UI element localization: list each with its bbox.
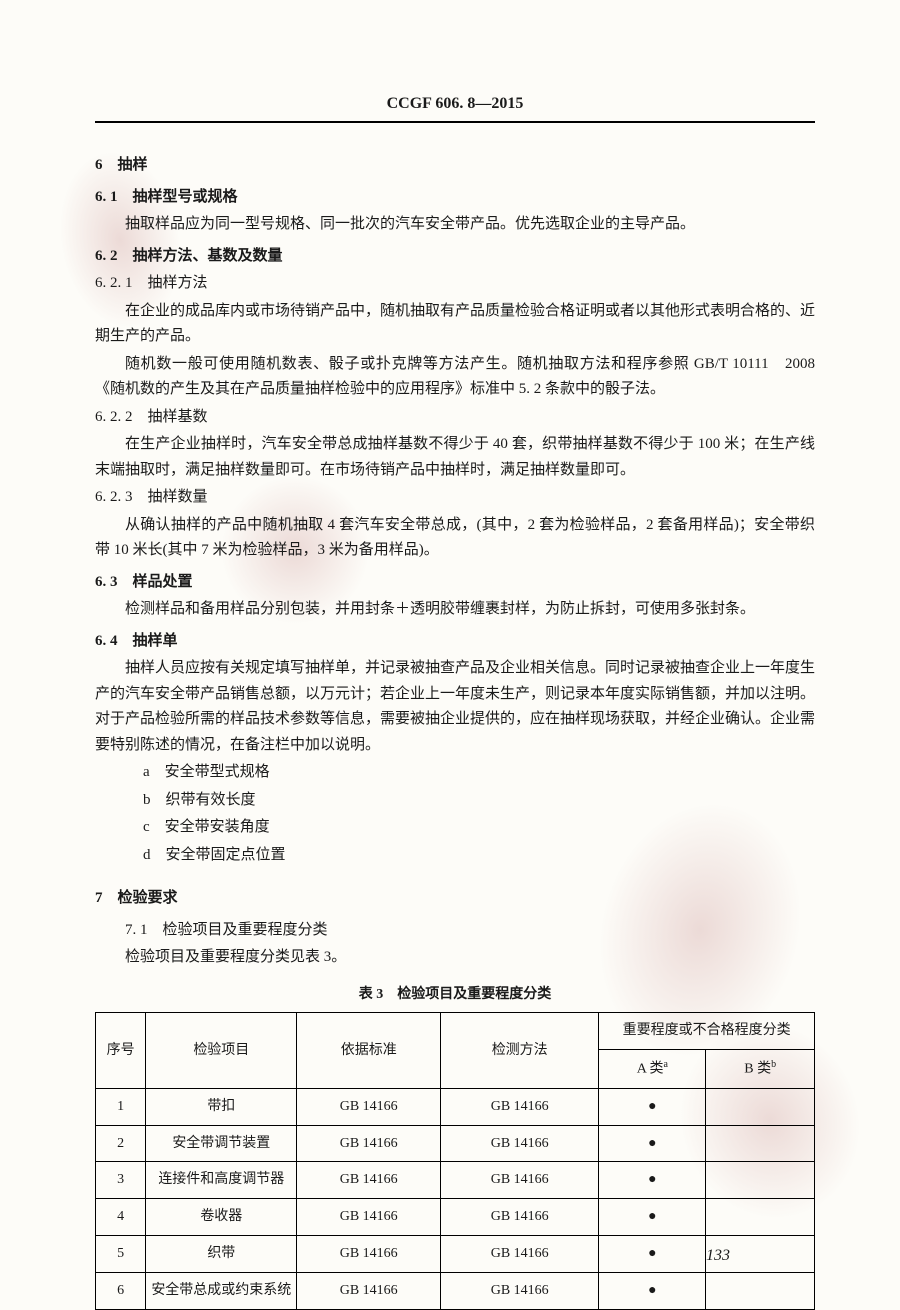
table-cell [706,1199,815,1236]
table-cell: GB 14166 [441,1199,599,1236]
section-6-title: 6 抽样 [95,153,815,179]
body-text: 随机数一般可使用随机数表、骰子或扑克牌等方法产生。随机抽取方法和程序参照 GB/… [95,352,815,403]
table-header-b: B 类b [706,1050,815,1088]
body-text: 检验项目及重要程度分类见表 3。 [95,945,815,971]
table-cell: GB 14166 [297,1272,441,1309]
table-cell: GB 14166 [441,1162,599,1199]
table-header: 检验项目 [146,1013,297,1088]
table-cell: 2 [96,1125,146,1162]
body-text: 在生产企业抽样时，汽车安全带总成抽样基数不得少于 40 套，织带抽样基数不得少于… [95,432,815,483]
section-6-2-2-title: 6. 2. 2 抽样基数 [95,405,815,431]
table-cell: ● [599,1088,706,1125]
table-cell: 带扣 [146,1088,297,1125]
table-cell: 1 [96,1088,146,1125]
table-header: 依据标准 [297,1013,441,1088]
table-header: 序号 [96,1013,146,1088]
table-cell: 4 [96,1199,146,1236]
body-text: 抽取样品应为同一型号规格、同一批次的汽车安全带产品。优先选取企业的主导产品。 [95,212,815,238]
table-cell: GB 14166 [441,1272,599,1309]
table-row: 1带扣GB 14166GB 14166● [96,1088,815,1125]
section-6-1-title: 6. 1 抽样型号或规格 [95,185,815,211]
body-text: 抽样人员应按有关规定填写抽样单，并记录被抽查产品及企业相关信息。同时记录被抽查企… [95,656,815,758]
body-text: 检测样品和备用样品分别包装，并用封条＋透明胶带缠裹封样，为防止拆封，可使用多张封… [95,597,815,623]
table-row: 4卷收器GB 14166GB 14166● [96,1199,815,1236]
table-cell: 6 [96,1272,146,1309]
list-item-b: b 织带有效长度 [95,788,815,814]
table-cell: ● [599,1162,706,1199]
section-7-title: 7 检验要求 [95,886,815,912]
table-cell: ● [599,1125,706,1162]
table-cell: ● [599,1272,706,1309]
table-caption: 表 3 检验项目及重要程度分类 [95,983,815,1007]
table-row: 6安全带总成或约束系统GB 14166GB 14166● [96,1272,815,1309]
section-6-2-3-title: 6. 2. 3 抽样数量 [95,485,815,511]
table-cell: 3 [96,1162,146,1199]
table-cell: GB 14166 [441,1088,599,1125]
table-row: 3连接件和高度调节器GB 14166GB 14166● [96,1162,815,1199]
list-item-c: c 安全带安装角度 [95,815,815,841]
table-cell: GB 14166 [297,1162,441,1199]
table-cell: GB 14166 [297,1125,441,1162]
table-cell: GB 14166 [297,1199,441,1236]
table-header: 检测方法 [441,1013,599,1088]
body-text: 从确认抽样的产品中随机抽取 4 套汽车安全带总成，(其中，2 套为检验样品，2 … [95,513,815,564]
table-cell: GB 14166 [441,1235,599,1272]
body-text: 在企业的成品库内或市场待销产品中，随机抽取有产品质量检验合格证明或者以其他形式表… [95,299,815,350]
table-cell [706,1272,815,1309]
table-cell [706,1125,815,1162]
page-header: CCGF 606. 8—2015 [95,90,815,123]
section-7-1-title: 7. 1 检验项目及重要程度分类 [125,918,815,944]
table-cell: 安全带调节装置 [146,1125,297,1162]
section-6-4-title: 6. 4 抽样单 [95,629,815,655]
page-number: 133 [706,1242,730,1269]
table-cell: ● [599,1235,706,1272]
table-row: 2安全带调节装置GB 14166GB 14166● [96,1125,815,1162]
list-item-d: d 安全带固定点位置 [95,843,815,869]
table-cell [706,1088,815,1125]
table-cell: 安全带总成或约束系统 [146,1272,297,1309]
table-cell: 连接件和高度调节器 [146,1162,297,1199]
table-cell: 5 [96,1235,146,1272]
section-6-3-title: 6. 3 样品处置 [95,570,815,596]
table-header: 重要程度或不合格程度分类 [599,1013,815,1050]
table-cell: 织带 [146,1235,297,1272]
section-6-2-title: 6. 2 抽样方法、基数及数量 [95,244,815,270]
list-item-a: a 安全带型式规格 [95,760,815,786]
section-6-2-1-title: 6. 2. 1 抽样方法 [95,271,815,297]
table-header-a: A 类a [599,1050,706,1088]
table-cell: GB 14166 [297,1088,441,1125]
table-cell: 卷收器 [146,1199,297,1236]
table-cell: ● [599,1199,706,1236]
table-cell [706,1162,815,1199]
table-cell: GB 14166 [441,1125,599,1162]
table-cell: GB 14166 [297,1235,441,1272]
